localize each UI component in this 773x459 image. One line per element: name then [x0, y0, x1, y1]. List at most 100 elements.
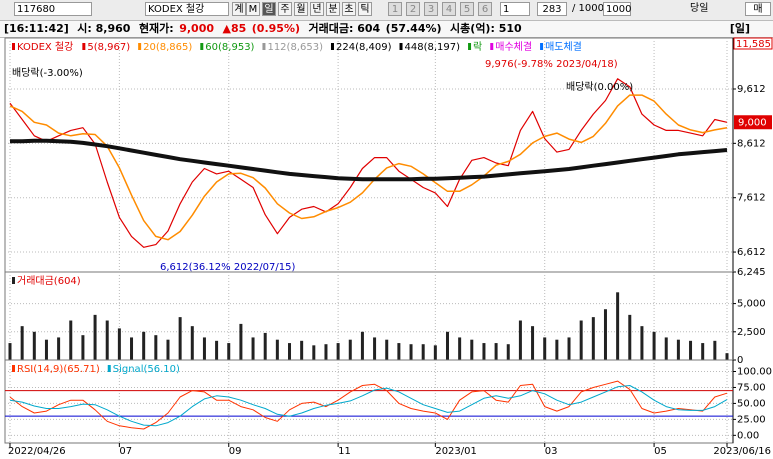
bar [324, 344, 328, 360]
bar [312, 345, 316, 360]
period-button[interactable]: 주 [278, 2, 292, 16]
series-line [9, 78, 728, 248]
bar [433, 345, 437, 360]
legend-label: 448(8,197) [405, 42, 461, 53]
period-button[interactable]: 틱 [358, 2, 372, 16]
preset-button[interactable]: 4 [442, 2, 456, 16]
bar [20, 326, 24, 360]
open: 시: 8,960 [77, 22, 131, 35]
total-input[interactable]: 1000 [603, 2, 631, 16]
bar [44, 339, 48, 360]
bar [81, 335, 85, 360]
x-tick-label: 11 [338, 446, 351, 457]
legend-label: 매수체결 [495, 41, 532, 53]
x-tick-label: 03 [545, 446, 558, 457]
today-check[interactable]: 당일 [690, 3, 709, 14]
bar [178, 317, 182, 360]
bar [640, 326, 644, 360]
legend-label: 224(8,409) [336, 42, 392, 53]
panel-frame [4, 271, 734, 361]
bar [518, 320, 522, 360]
legend-swatch [107, 365, 111, 372]
bar [482, 343, 486, 360]
bar [190, 326, 194, 360]
preset-button[interactable]: 3 [424, 2, 438, 16]
price: 9,000 [179, 22, 214, 35]
x-tick-label: 07 [119, 446, 132, 457]
y-tick-label: 0.00 [737, 430, 759, 441]
panel-title: 거래대금(604) [17, 275, 81, 287]
bar [336, 343, 340, 360]
amount: 거래대금: 604 [308, 22, 381, 35]
toolbar: 117680 KODEX 철강 계 M 일 주 월 년 분 초 틱 1 2 3 … [0, 0, 773, 21]
bar [664, 337, 668, 360]
legend-label: 20(8,865) [143, 42, 192, 53]
annotation: 6,612(36.12% 2022/07/15) [160, 262, 295, 273]
bar [130, 337, 134, 360]
bar [93, 314, 97, 360]
bar [69, 320, 73, 360]
visible-input[interactable]: 283 [537, 2, 567, 16]
period-button[interactable]: M [246, 2, 260, 16]
bar [227, 343, 231, 360]
x-tick-label: 05 [654, 446, 667, 457]
y-tick-label: 0 [737, 355, 743, 366]
y-tick-label: 5,000 [737, 299, 766, 310]
y-tick-label: 2,500 [737, 327, 766, 338]
bar [458, 337, 462, 360]
current-price-box [734, 115, 772, 130]
bar [506, 344, 510, 360]
period-button[interactable]: 계 [232, 2, 246, 16]
bar [154, 335, 158, 360]
period-button[interactable]: 월 [294, 2, 308, 16]
legend-swatch [330, 43, 334, 50]
preset-button[interactable]: 2 [406, 2, 420, 16]
legend-swatch [200, 43, 204, 50]
bar [397, 343, 401, 360]
amount-pct: (57.44%) [385, 22, 442, 35]
bar [57, 337, 61, 360]
bar [142, 331, 146, 360]
legend-label: 60(8,953) [205, 42, 254, 53]
series-line [9, 94, 728, 241]
legend-label: 락 [473, 41, 482, 53]
name-input[interactable]: KODEX 철강 [145, 2, 229, 16]
bar [701, 343, 705, 360]
preset-button[interactable]: 5 [460, 2, 474, 16]
change-pct: (0.95%) [251, 22, 300, 35]
period-button[interactable]: 초 [342, 2, 356, 16]
period-button[interactable]: 년 [310, 2, 324, 16]
legend-swatch [399, 43, 403, 50]
legend-swatch [490, 43, 494, 50]
bar [713, 340, 717, 360]
bar [725, 353, 729, 360]
bar [263, 332, 267, 360]
y-tick-label: 100.00 [737, 366, 772, 377]
preset-button[interactable]: 1 [388, 2, 402, 16]
bar [215, 340, 219, 360]
chart-title: KODEX 철강 [17, 41, 73, 53]
y-tick-label: 6,612 [737, 247, 766, 258]
code-input[interactable]: 117680 [14, 2, 92, 16]
bar [579, 320, 583, 360]
preset-button[interactable]: 6 [478, 2, 492, 16]
period-button[interactable]: 분 [326, 2, 340, 16]
x-tick-label: 2023/06/16 [713, 446, 771, 457]
market-cap: 시총(억): 510 [450, 22, 522, 35]
count-select[interactable]: 1 [500, 2, 530, 16]
y-tick-label: 50.00 [737, 398, 766, 409]
legend-label: 매도체결 [545, 41, 582, 53]
y-tick-label: 9,612 [737, 84, 766, 95]
trade-button[interactable]: 매 [745, 2, 771, 16]
y-tick-label: 6,245 [737, 267, 766, 278]
bar [275, 339, 279, 360]
legend-swatch [540, 43, 544, 50]
period: [일] [729, 22, 750, 35]
bar [591, 317, 595, 360]
period-button[interactable]: 일 [262, 2, 276, 16]
bar [8, 343, 12, 360]
bar [32, 331, 36, 360]
series-line [9, 385, 728, 427]
